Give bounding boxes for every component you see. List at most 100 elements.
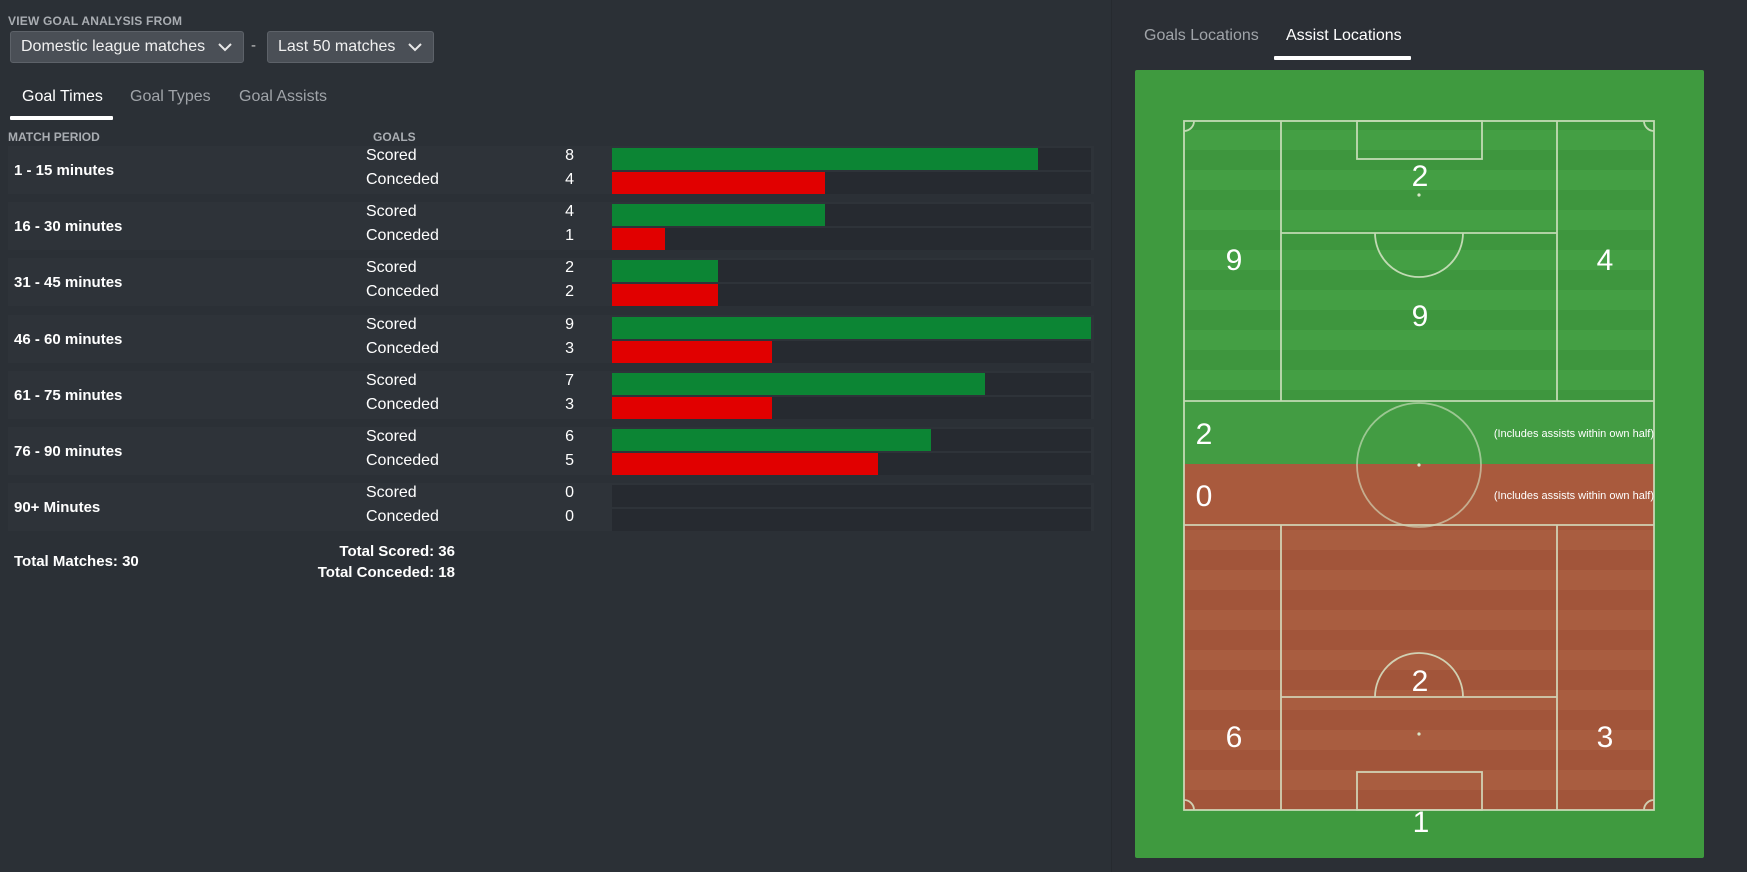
conceded-value: 0 [565,508,574,525]
attack-box-count: 2 [1412,160,1429,193]
range-dropdown-value: Last 50 matches [278,38,396,55]
scored-label: Scored [366,484,417,501]
tab-goal-times[interactable]: Goal Times [22,88,103,105]
conceded-value: 3 [565,340,574,357]
conceded-value: 4 [565,171,574,188]
dropdown-separator: - [251,37,256,54]
active-tab-indicator [10,116,113,120]
conceded-value: 3 [565,396,574,413]
period-label: 61 - 75 minutes [14,387,123,404]
active-tab-indicator [1274,56,1411,60]
scored-label: Scored [366,372,417,389]
conceded-bar-track [612,341,1091,363]
scored-bar [612,260,718,282]
conceded-bar-track [612,284,1091,306]
competition-dropdown-value: Domestic league matches [21,38,206,55]
attack-half-note: (Includes assists within own half) [1494,428,1654,440]
total-matches: Total Matches: 30 [14,553,139,570]
column-header-goals: GOALS [373,130,416,144]
scored-bar [612,204,825,226]
conceded-value: 5 [565,452,574,469]
tab-goals-locations[interactable]: Goals Locations [1144,27,1259,44]
total-conceded: Total Conceded: 18 [317,564,455,581]
conceded-bar-track [612,228,1091,250]
scored-bar [612,373,985,395]
scored-bar [612,317,1091,339]
scored-bar [612,429,931,451]
conceded-bar-track [612,509,1091,531]
defend-half-count: 0 [1196,480,1213,513]
attack-half-count: 2 [1196,418,1213,451]
scored-bar-track [612,485,1091,507]
conceded-bar [612,284,718,306]
column-header-period: MATCH PERIOD [8,130,100,144]
zone-attacking-third [1184,121,1654,401]
scored-bar-track [612,429,1091,451]
scored-value: 4 [565,203,574,220]
scored-bar-track [612,204,1091,226]
goal-analysis-panel: VIEW GOAL ANALYSIS FROM Domestic league … [8,14,1091,581]
range-dropdown[interactable]: Last 50 matches [267,31,434,63]
attack-center-count: 9 [1412,300,1429,333]
period-label: 16 - 30 minutes [14,218,123,235]
conceded-bar [612,341,772,363]
scored-label: Scored [366,147,417,164]
scored-label: Scored [366,428,417,445]
conceded-label: Conceded [366,452,439,469]
tab-goal-assists[interactable]: Goal Assists [239,88,328,105]
pitch-diagram: 2 9 4 9 2 0 2 6 3 1 (Includes assists wi… [1183,120,1655,839]
period-label: 46 - 60 minutes [14,331,123,348]
conceded-bar-track [612,453,1091,475]
conceded-label: Conceded [366,227,439,244]
period-label: 31 - 45 minutes [14,274,123,291]
total-scored: Total Scored: 36 [339,543,455,560]
conceded-bar [612,172,825,194]
conceded-bar [612,397,772,419]
tab-goal-types[interactable]: Goal Types [130,88,211,105]
scored-value: 7 [565,372,574,389]
chevron-down-icon [215,32,235,62]
conceded-bar [612,453,878,475]
conceded-label: Conceded [366,171,439,188]
conceded-value: 2 [565,283,574,300]
scored-bar-track [612,373,1091,395]
conceded-label: Conceded [366,283,439,300]
scored-value: 6 [565,428,574,445]
tab-assist-locations[interactable]: Assist Locations [1286,27,1402,44]
zone-defending-third [1184,525,1654,810]
scored-label: Scored [366,316,417,333]
conceded-label: Conceded [366,340,439,357]
scored-bar-track [612,317,1091,339]
scored-label: Scored [366,259,417,276]
scored-value: 8 [565,147,574,164]
competition-dropdown[interactable]: Domestic league matches [10,31,244,63]
scored-value: 9 [565,316,574,333]
attack-left-wing-count: 9 [1226,244,1243,277]
period-label: 1 - 15 minutes [14,162,115,179]
scored-value: 2 [565,259,574,276]
scored-bar-track [612,260,1091,282]
defend-box-count: 1 [1413,806,1430,839]
attack-right-wing-count: 4 [1597,244,1614,277]
scored-label: Scored [366,203,417,220]
conceded-bar-track [612,397,1091,419]
defend-right-wing-count: 3 [1597,721,1614,754]
scored-bar-track [612,148,1091,170]
scored-value: 0 [565,484,574,501]
period-label: 76 - 90 minutes [14,443,123,460]
defend-left-wing-count: 6 [1226,721,1243,754]
conceded-value: 1 [565,227,574,244]
conceded-label: Conceded [366,396,439,413]
period-label: 90+ Minutes [14,499,101,516]
conceded-bar [612,228,665,250]
defend-half-note: (Includes assists within own half) [1494,490,1654,502]
zone-attacking-half [1184,401,1654,464]
scored-bar [612,148,1038,170]
conceded-bar-track [612,172,1091,194]
view-analysis-label: VIEW GOAL ANALYSIS FROM [8,14,183,28]
zone-defending-half [1184,464,1654,525]
assist-locations-pitch: 2 9 4 9 2 0 2 6 3 1 (Includes assists wi… [1135,70,1704,858]
conceded-label: Conceded [366,508,439,525]
chevron-down-icon [405,32,425,62]
defend-center-count: 2 [1412,665,1429,698]
